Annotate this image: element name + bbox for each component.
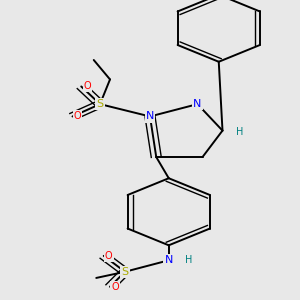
Text: O: O [74, 112, 81, 122]
Text: N: N [146, 112, 154, 122]
Text: S: S [96, 99, 103, 109]
Text: H: H [236, 128, 244, 137]
Text: N: N [165, 255, 173, 265]
Text: H: H [185, 255, 192, 265]
Text: N: N [193, 99, 202, 109]
Text: O: O [105, 251, 112, 261]
Text: O: O [111, 282, 119, 292]
Text: O: O [84, 82, 91, 92]
Text: S: S [122, 267, 129, 277]
